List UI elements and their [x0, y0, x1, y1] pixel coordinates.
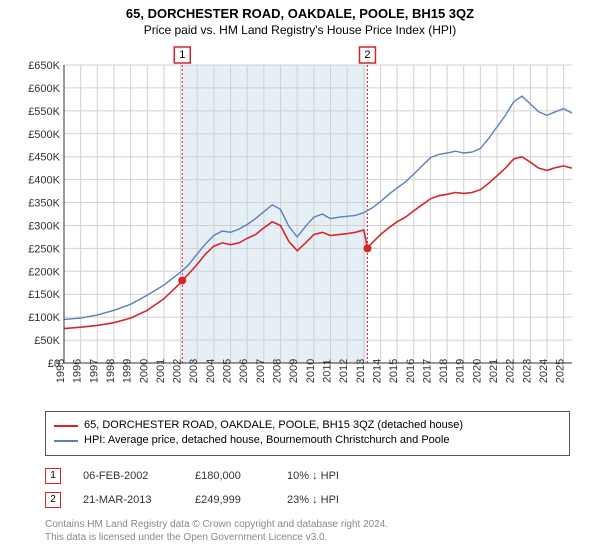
attribution: Contains HM Land Registry data © Crown c…	[45, 518, 570, 544]
attribution-line1: Contains HM Land Registry data © Crown c…	[45, 518, 570, 531]
transaction-delta: 10% ↓ HPI	[287, 470, 367, 482]
svg-text:£50K: £50K	[34, 335, 60, 347]
legend-row-red: 65, DORCHESTER ROAD, OAKDALE, POOLE, BH1…	[54, 418, 561, 433]
svg-text:£150K: £150K	[28, 289, 60, 301]
svg-text:2012: 2012	[338, 359, 350, 383]
chart-area: £0£50K£100K£150K£200K£250K£300K£350K£400…	[20, 43, 580, 403]
svg-text:2: 2	[364, 49, 370, 61]
legend-swatch-red	[54, 425, 78, 427]
transaction-row: 2 21-MAR-2013 £249,999 23% ↓ HPI	[45, 488, 570, 512]
svg-text:2021: 2021	[488, 359, 500, 383]
svg-text:2017: 2017	[421, 359, 433, 383]
svg-text:2018: 2018	[438, 359, 450, 383]
svg-text:1999: 1999	[122, 359, 134, 383]
svg-text:2020: 2020	[471, 359, 483, 383]
svg-text:£600K: £600K	[28, 83, 60, 95]
legend-label-blue: HPI: Average price, detached house, Bour…	[84, 433, 449, 448]
attribution-line2: This data is licensed under the Open Gov…	[45, 531, 570, 544]
legend-row-blue: HPI: Average price, detached house, Bour…	[54, 433, 561, 448]
svg-text:2007: 2007	[255, 359, 267, 383]
svg-text:2001: 2001	[155, 359, 167, 383]
svg-text:£450K: £450K	[28, 152, 60, 164]
svg-text:1995: 1995	[55, 359, 67, 383]
svg-text:2019: 2019	[455, 359, 467, 383]
svg-text:2004: 2004	[205, 359, 217, 383]
svg-text:£500K: £500K	[28, 129, 60, 141]
svg-text:2006: 2006	[238, 359, 250, 383]
line-chart-svg: £0£50K£100K£150K£200K£250K£300K£350K£400…	[20, 43, 580, 403]
svg-text:2016: 2016	[405, 359, 417, 383]
svg-text:£300K: £300K	[28, 220, 60, 232]
transactions-table: 1 06-FEB-2002 £180,000 10% ↓ HPI 2 21-MAR-201…	[45, 464, 570, 512]
svg-text:2013: 2013	[355, 359, 367, 383]
transaction-date: 06-FEB-2002	[83, 470, 173, 482]
svg-text:£200K: £200K	[28, 266, 60, 278]
svg-text:2015: 2015	[388, 359, 400, 383]
svg-text:2023: 2023	[521, 359, 533, 383]
svg-text:£400K: £400K	[28, 175, 60, 187]
svg-text:£100K: £100K	[28, 312, 60, 324]
transaction-marker: 2	[45, 492, 61, 508]
transaction-marker: 1	[45, 468, 61, 484]
svg-text:2005: 2005	[222, 359, 234, 383]
svg-text:£350K: £350K	[28, 198, 60, 210]
svg-text:2009: 2009	[288, 359, 300, 383]
transaction-date: 21-MAR-2013	[83, 494, 173, 506]
svg-text:2024: 2024	[538, 359, 550, 383]
svg-text:1998: 1998	[105, 359, 117, 383]
svg-text:2000: 2000	[138, 359, 150, 383]
transaction-price: £180,000	[195, 470, 265, 482]
svg-text:2003: 2003	[188, 359, 200, 383]
svg-text:1997: 1997	[88, 359, 100, 383]
svg-text:2008: 2008	[272, 359, 284, 383]
svg-text:£250K: £250K	[28, 243, 60, 255]
chart-title: 65, DORCHESTER ROAD, OAKDALE, POOLE, BH1…	[0, 0, 600, 21]
transaction-price: £249,999	[195, 494, 265, 506]
svg-text:£650K: £650K	[28, 60, 60, 72]
transaction-row: 1 06-FEB-2002 £180,000 10% ↓ HPI	[45, 464, 570, 488]
svg-text:2025: 2025	[555, 359, 567, 383]
svg-text:2010: 2010	[305, 359, 317, 383]
legend-swatch-blue	[54, 440, 78, 442]
svg-text:1996: 1996	[72, 359, 84, 383]
chart-subtitle: Price paid vs. HM Land Registry's House …	[0, 21, 600, 43]
legend: 65, DORCHESTER ROAD, OAKDALE, POOLE, BH1…	[45, 411, 570, 456]
transaction-delta: 23% ↓ HPI	[287, 494, 367, 506]
svg-text:1: 1	[179, 49, 185, 61]
svg-text:2022: 2022	[505, 359, 517, 383]
svg-text:£550K: £550K	[28, 106, 60, 118]
svg-text:2014: 2014	[371, 359, 383, 383]
legend-label-red: 65, DORCHESTER ROAD, OAKDALE, POOLE, BH1…	[84, 418, 463, 433]
